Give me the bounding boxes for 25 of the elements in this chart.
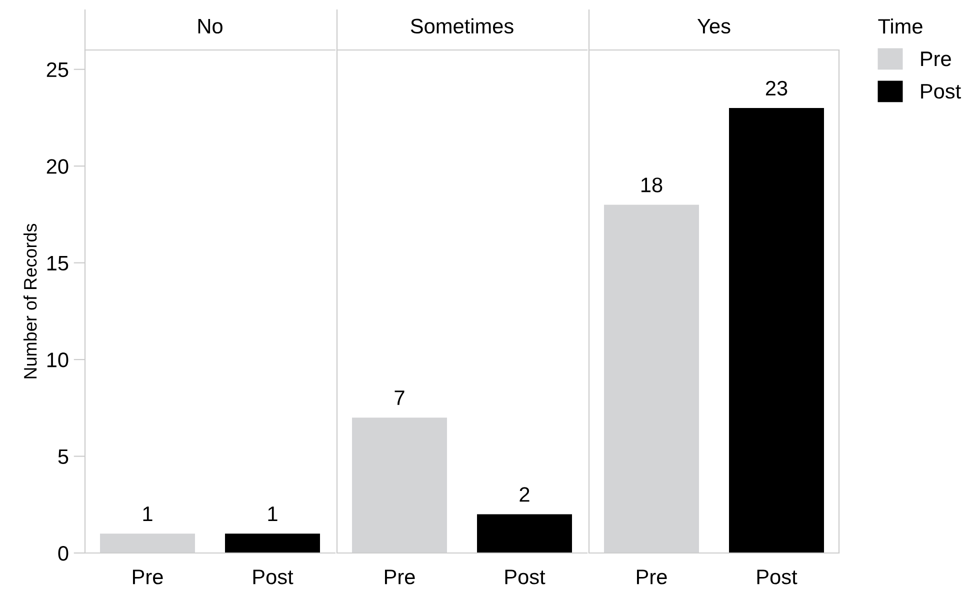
- x-tick-label: Post: [757, 570, 798, 584]
- x-tick-label: Pre: [385, 570, 415, 584]
- x-tick-label: Pre: [133, 570, 163, 584]
- x-tick-label: Post: [253, 570, 294, 584]
- data-label: 23: [766, 80, 788, 96]
- data-label: 7: [394, 390, 404, 405]
- x-tick-label: Pre: [637, 570, 667, 584]
- legend-title: Time: [878, 18, 922, 34]
- y-tick-label: 0: [58, 546, 68, 561]
- y-tick-label: 25: [46, 62, 68, 78]
- y-axis-title: Number of Records: [23, 224, 37, 378]
- x-tick-label: Post: [505, 570, 546, 584]
- data-label: 18: [642, 178, 662, 192]
- data-label: 2: [520, 487, 530, 502]
- y-tick-label: 10: [47, 352, 68, 368]
- legend-label: Post: [921, 84, 961, 99]
- data-label: 1: [268, 506, 278, 521]
- legend-label: Pre: [921, 52, 951, 66]
- y-tick-label: 15: [47, 256, 68, 271]
- data-label: 1: [143, 506, 152, 521]
- chart-title: Sometimes: [410, 18, 514, 34]
- y-tick-label: 20: [46, 159, 68, 174]
- chart-title: Yes: [697, 19, 730, 34]
- chart-title: No: [198, 19, 222, 34]
- y-tick-label: 5: [58, 449, 68, 464]
